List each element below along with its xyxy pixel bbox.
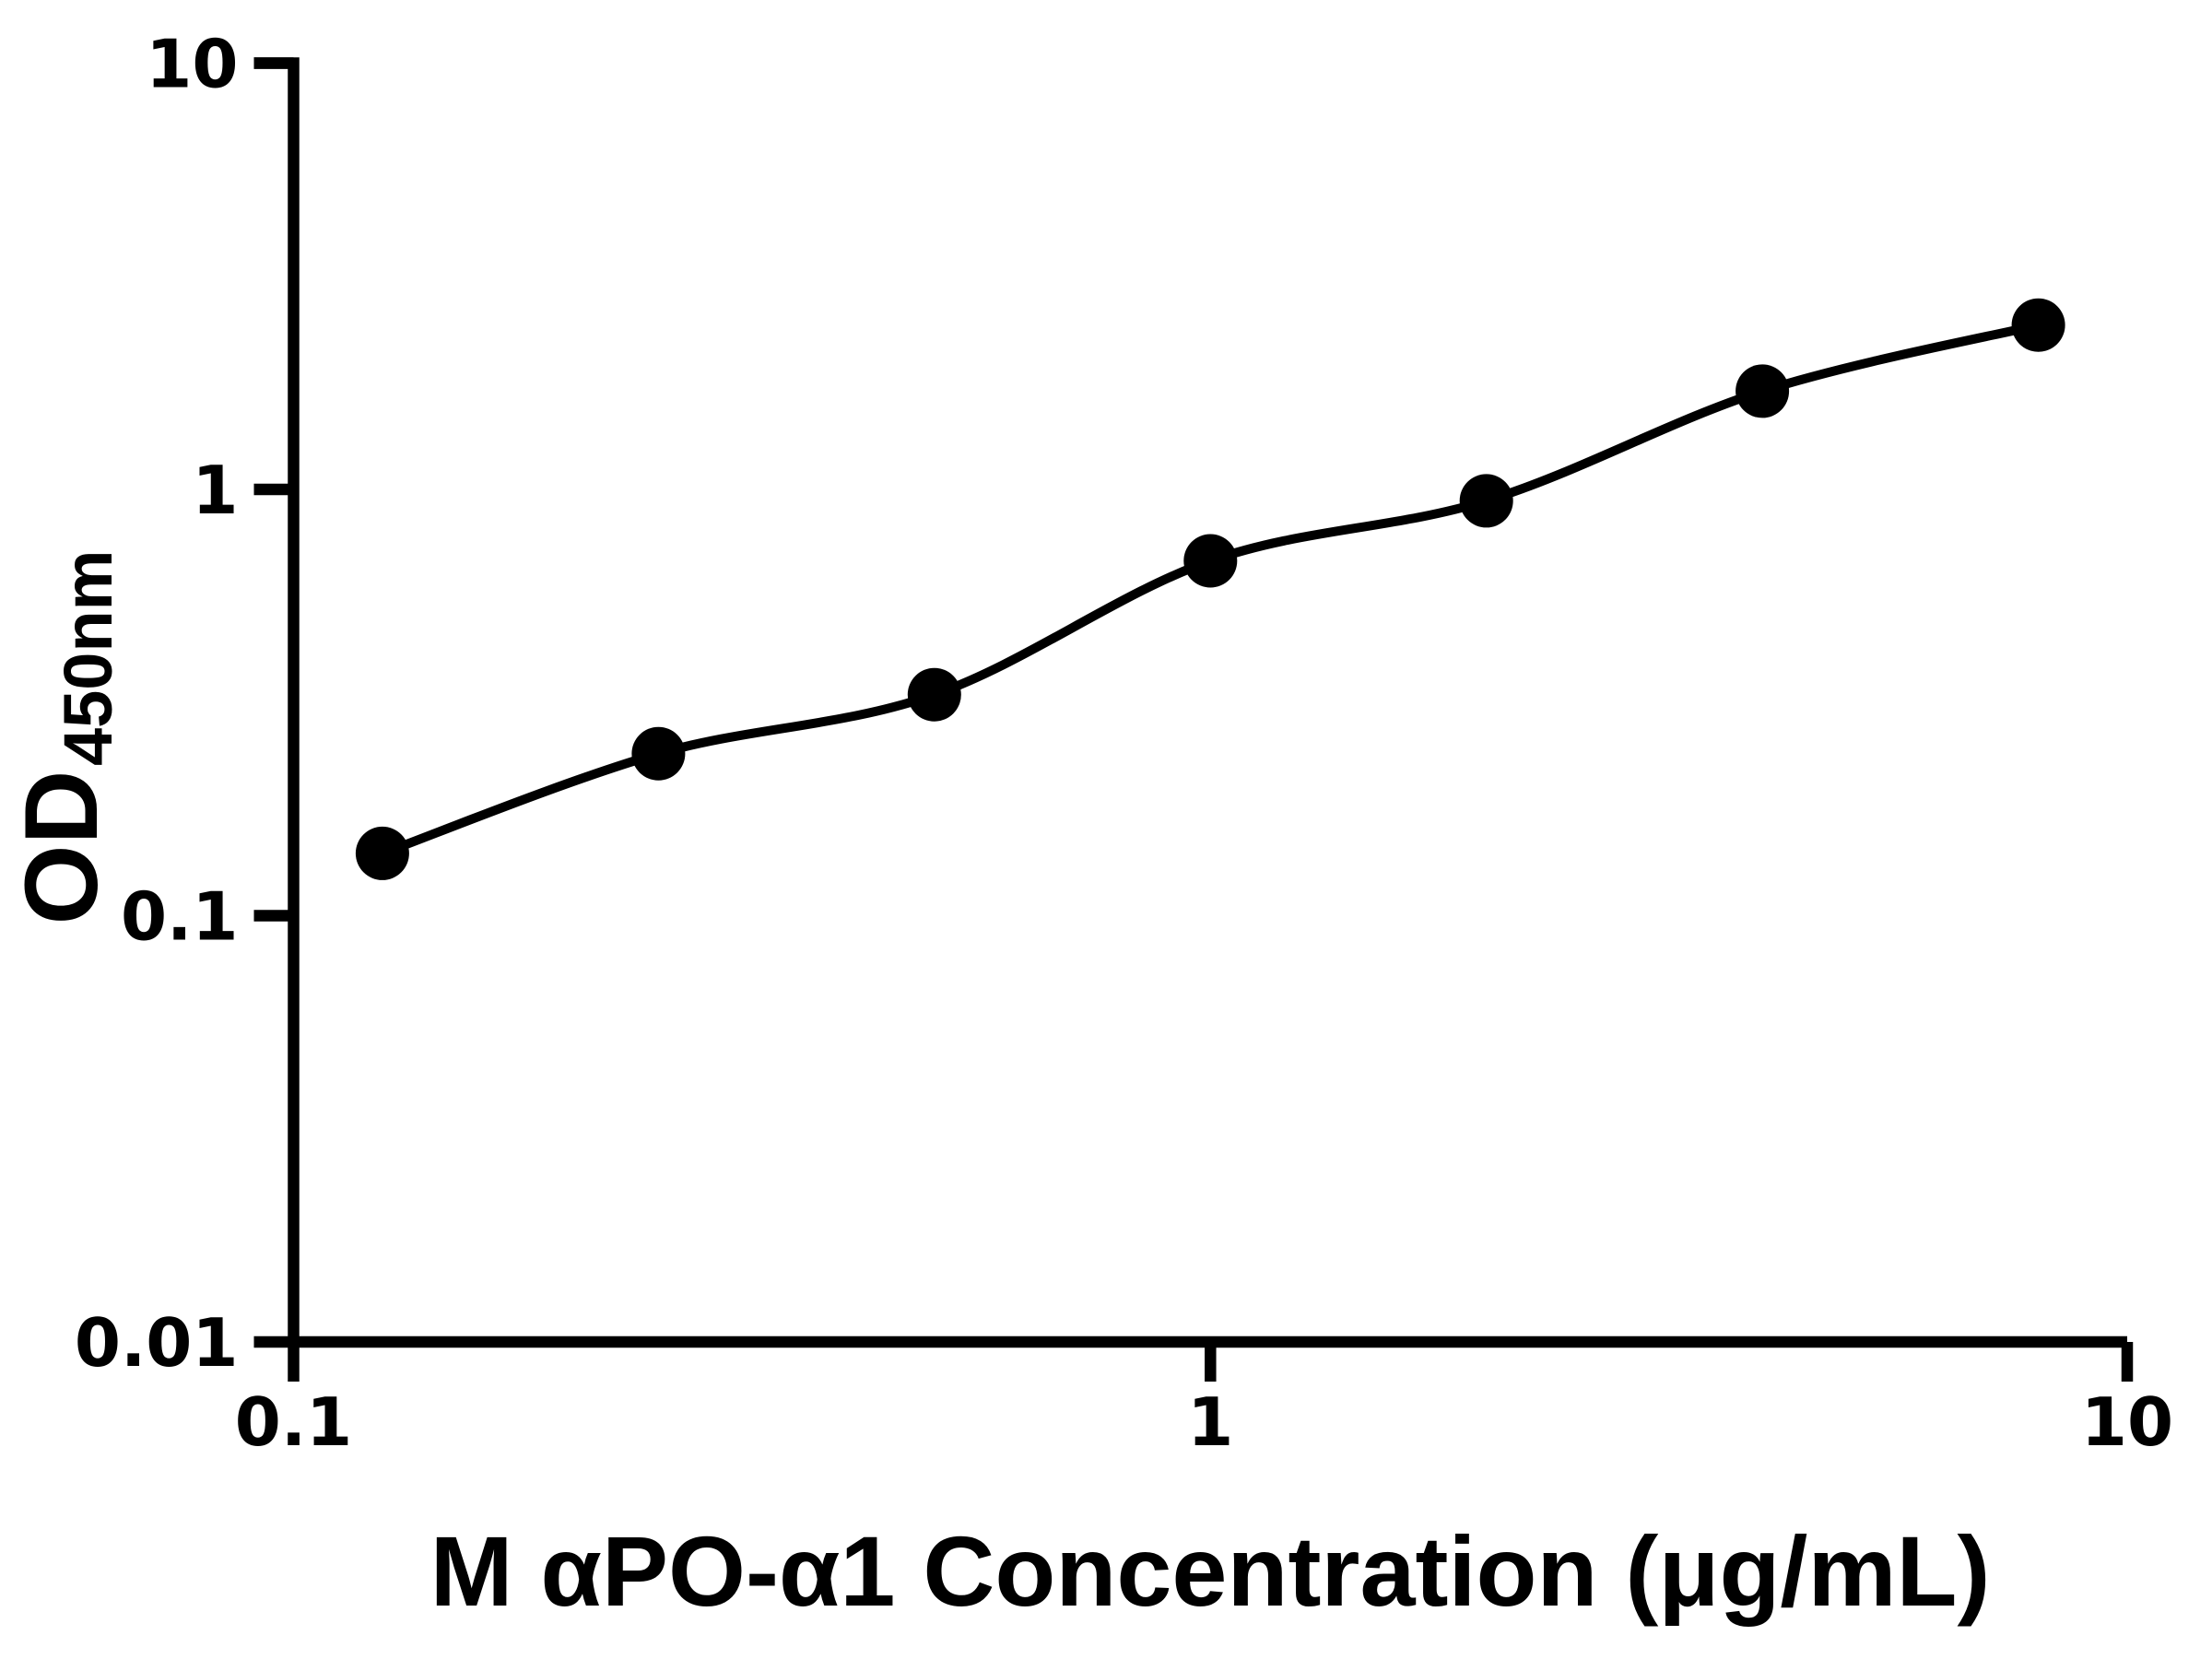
y-axis-title-base: OD <box>4 770 119 924</box>
x-tick-label: 1 <box>1187 1383 1233 1461</box>
y-tick-label: 10 <box>146 26 238 103</box>
y-tick-label: 0.1 <box>121 878 239 956</box>
data-point <box>907 667 961 722</box>
data-point <box>1459 474 1513 528</box>
y-tick-label: 1 <box>192 452 238 529</box>
data-point <box>2011 298 2065 352</box>
x-tick-label: 10 <box>2081 1383 2173 1461</box>
fit-curve <box>381 320 2040 858</box>
y-tick-label: 0.01 <box>75 1304 239 1382</box>
x-axis-tick-labels: 0.1 1 10 <box>235 1383 2173 1461</box>
axis-spines <box>253 57 2127 1348</box>
data-point <box>355 826 409 880</box>
x-axis-title: M αPO-α1 Concentration (μg/mL) <box>430 1515 1991 1627</box>
data-point <box>631 726 686 781</box>
data-points <box>355 298 2065 880</box>
x-tick-label: 0.1 <box>235 1383 353 1461</box>
y-axis-title: OD 450nm <box>4 550 126 925</box>
data-point <box>1183 534 1238 588</box>
y-axis-title-subscript: 450nm <box>50 550 126 766</box>
y-axis-ticks <box>253 57 294 1348</box>
y-axis-tick-labels: 10 1 0.1 0.01 <box>75 26 239 1382</box>
data-series <box>355 298 2065 880</box>
x-axis-ticks <box>288 1342 2134 1382</box>
data-point <box>1735 364 1790 418</box>
